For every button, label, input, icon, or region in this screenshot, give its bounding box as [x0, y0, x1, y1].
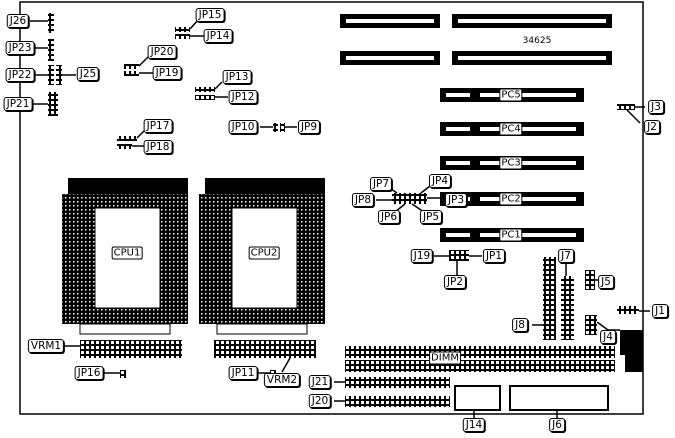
label-jp4: JP4 [428, 174, 452, 188]
slot-pc5-label: PC5 [499, 88, 523, 102]
label-jp6: JP6 [377, 210, 401, 224]
label-jp16: JP16 [74, 366, 104, 380]
label-j2: J2 [644, 120, 660, 134]
label-jp17: JP17 [143, 119, 173, 133]
j5-connector [585, 270, 595, 290]
label-j7: J7 [558, 249, 574, 263]
dimm-label: DIMM [429, 351, 461, 365]
label-jp5: JP5 [419, 210, 443, 224]
label-jp9: JP9 [297, 120, 321, 134]
label-j25: J25 [76, 67, 100, 81]
label-jp23: JP23 [5, 41, 35, 55]
jumper-blocks [48, 13, 469, 378]
j3-jumper [617, 104, 635, 110]
j6-connector [509, 385, 609, 411]
label-jp11: JP11 [228, 366, 258, 380]
j7-connector [561, 276, 574, 340]
label-j5: J5 [598, 275, 614, 289]
slot-pc2-label: PC2 [499, 192, 523, 206]
j14-connector [454, 385, 501, 411]
label-j8: J8 [512, 318, 528, 332]
board-outline [19, 1, 644, 415]
j1-connector [617, 306, 639, 314]
label-vrm1: VRM1 [27, 339, 65, 353]
slot-pc3-label: PC3 [499, 156, 523, 170]
j4-connector [585, 315, 597, 335]
label-jp3: JP3 [444, 193, 468, 207]
label-jp7: JP7 [369, 177, 393, 191]
label-jp10: JP10 [228, 120, 258, 134]
label-j19: J19 [410, 249, 434, 263]
label-jp13: JP13 [222, 70, 252, 84]
label-jp18: JP18 [143, 140, 173, 154]
label-j3: J3 [648, 100, 664, 114]
dimm-slots [345, 346, 615, 372]
label-jp15: JP15 [195, 8, 225, 22]
cpu1-socket [62, 178, 188, 358]
j8-connector [543, 257, 556, 340]
label-jp1: JP1 [482, 249, 506, 263]
cpu1-label: CPU1 [111, 246, 143, 260]
label-vrm2: VRM2 [263, 373, 301, 387]
label-jp14: JP14 [203, 29, 233, 43]
j20-connector [345, 396, 450, 407]
j21-connector [345, 377, 450, 388]
label-jp21: JP21 [3, 97, 33, 111]
label-jp20: JP20 [147, 45, 177, 59]
label-jp19: JP19 [152, 66, 182, 80]
label-j14: J14 [462, 418, 486, 432]
slot-pc1-label: PC1 [499, 228, 523, 242]
label-jp2: JP2 [443, 275, 467, 289]
label-jp8: JP8 [351, 193, 375, 207]
cpu2-label: CPU2 [248, 246, 280, 260]
cpu2-socket [199, 178, 325, 358]
port-block [620, 330, 643, 372]
label-j6: J6 [549, 418, 565, 432]
label-j26: J26 [6, 14, 30, 28]
slot-pc4-label: PC4 [499, 122, 523, 136]
label-j20: J20 [308, 394, 332, 408]
label-j21: J21 [308, 375, 332, 389]
label-j4: J4 [600, 330, 616, 344]
label-jp12: JP12 [228, 90, 258, 104]
label-jp22: JP22 [5, 68, 35, 82]
label-j1: J1 [652, 304, 668, 318]
model-number: 34625 [522, 36, 552, 46]
